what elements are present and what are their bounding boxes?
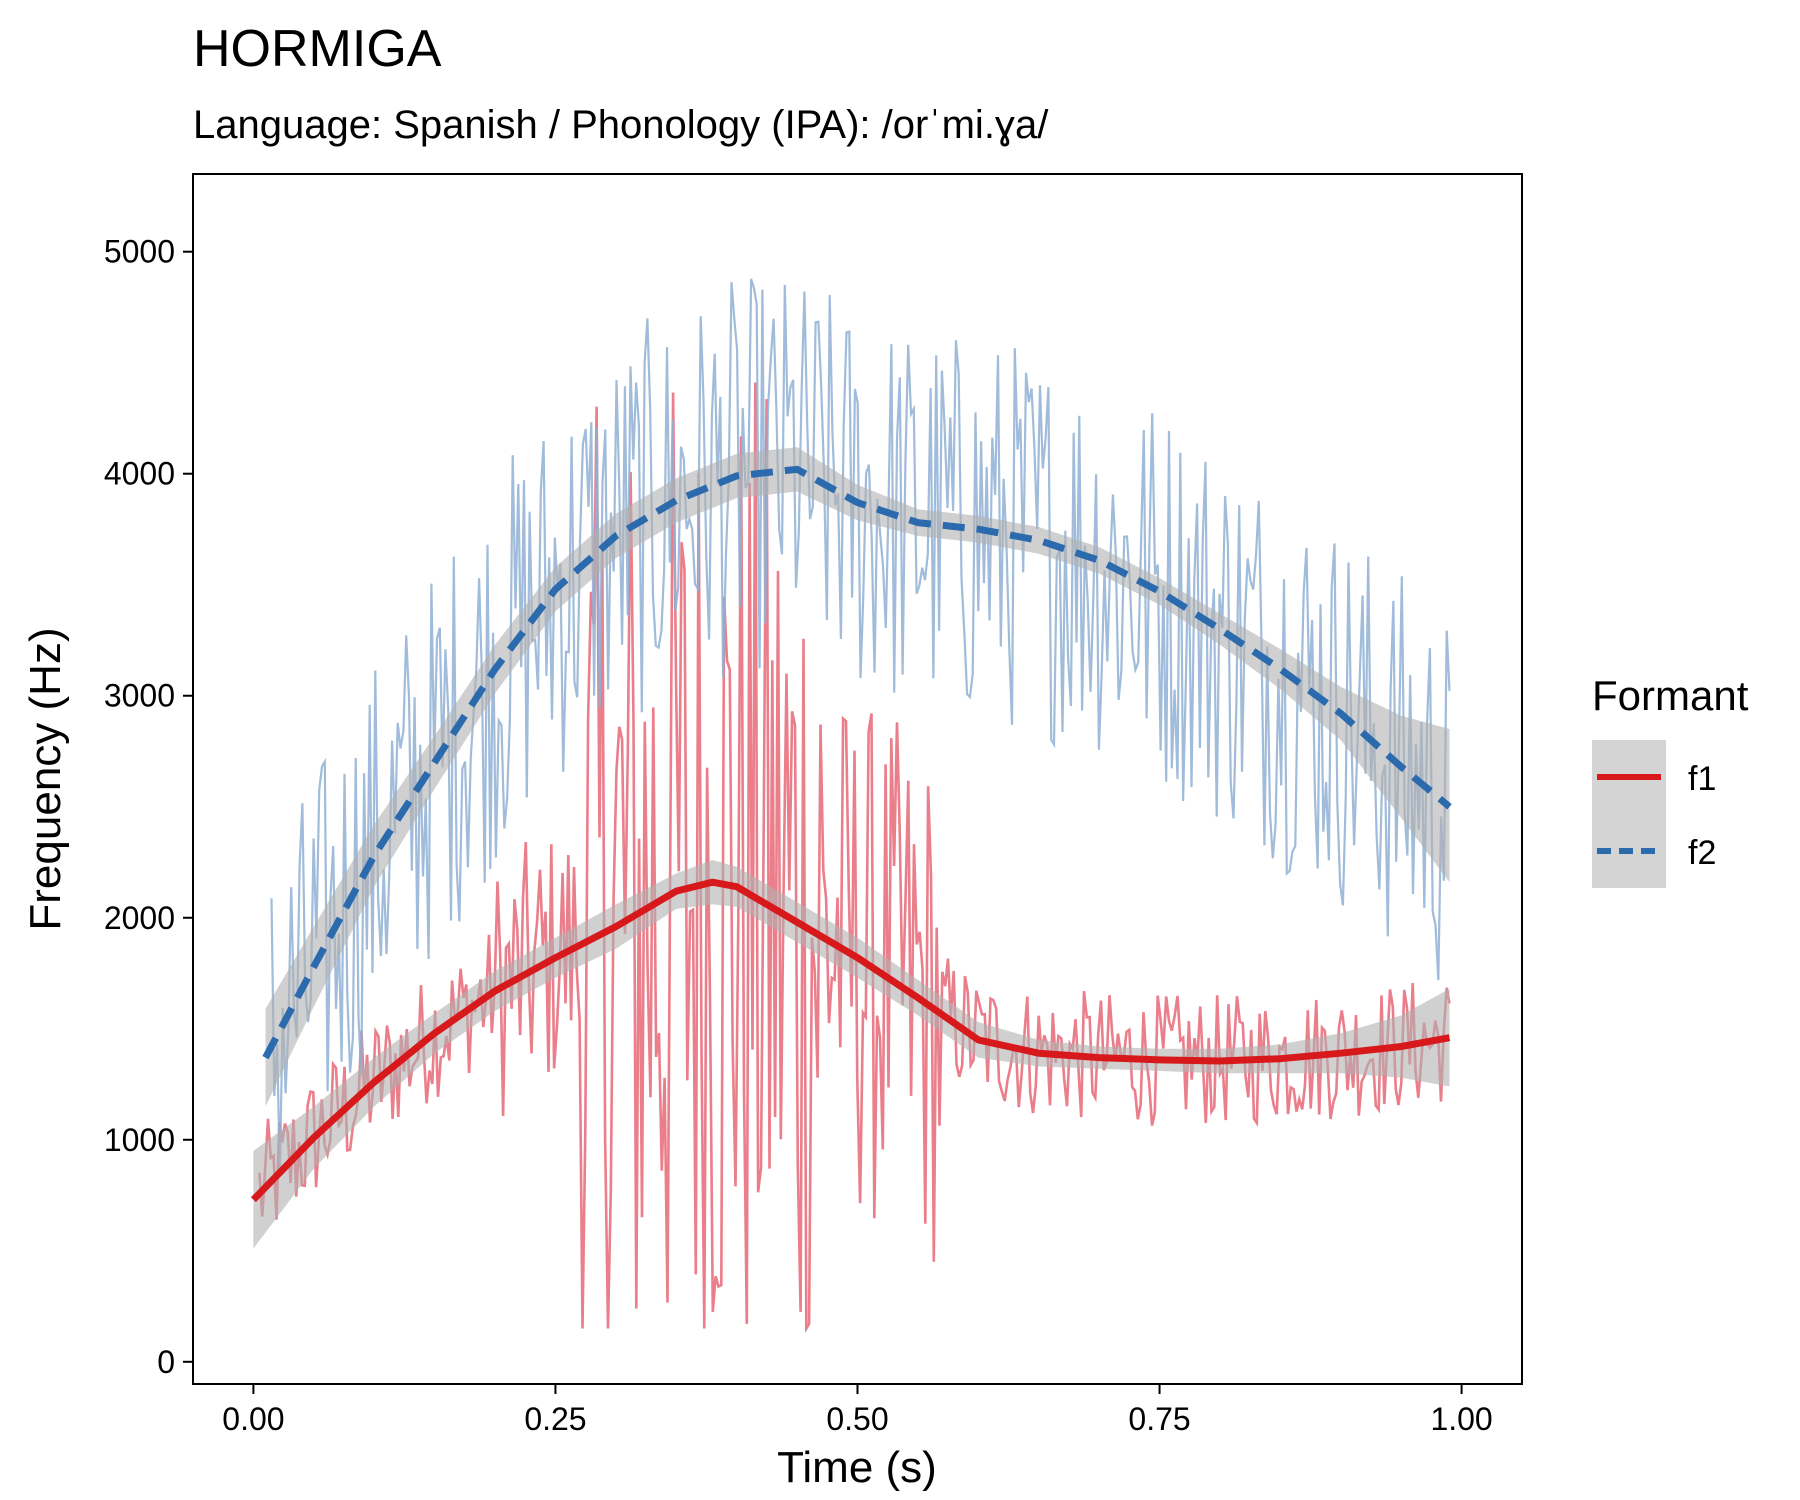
x-tick-label: 1.00 xyxy=(1430,1401,1492,1437)
x-tick-label: 0.50 xyxy=(826,1401,888,1437)
y-tick-label: 3000 xyxy=(104,678,175,714)
x-tick-label: 0.00 xyxy=(222,1401,284,1437)
legend-label-f2: f2 xyxy=(1688,834,1716,872)
smooth-line-layer xyxy=(250,465,1452,1203)
y-tick-label: 5000 xyxy=(104,234,175,270)
x-axis-label: Time (s) xyxy=(777,1443,937,1492)
chart-subtitle: Language: Spanish / Phonology (IPA): /or… xyxy=(193,103,1049,147)
y-axis-label: Frequency (Hz) xyxy=(21,627,70,930)
x-tick-label: 0.75 xyxy=(1128,1401,1190,1437)
y-tick-label: 4000 xyxy=(104,456,175,492)
raw-trace-layer xyxy=(258,278,1451,1334)
legend-key-background xyxy=(1592,740,1666,888)
y-tick-label: 2000 xyxy=(104,900,175,936)
legend-label-f1: f1 xyxy=(1688,760,1716,798)
y-tick-label: 1000 xyxy=(104,1122,175,1158)
x-tick-label: 0.25 xyxy=(524,1401,586,1437)
raw-trace-f1 xyxy=(258,382,1451,1334)
smooth-line-f1 xyxy=(250,878,1451,1203)
plot-area xyxy=(192,173,1523,1385)
smooth-line-f2 xyxy=(262,465,1452,1060)
legend: Formant f1 f2 xyxy=(1592,672,1749,888)
chart-title: HORMIGA xyxy=(193,20,442,78)
raw-trace-f2 xyxy=(270,278,1451,1174)
legend-title: Formant xyxy=(1592,672,1749,719)
axes: 0.00 0.25 0.50 0.75 1.00 0 1000 2000 3000 4000 500… xyxy=(104,234,1493,1437)
y-tick-label: 0 xyxy=(157,1344,175,1380)
